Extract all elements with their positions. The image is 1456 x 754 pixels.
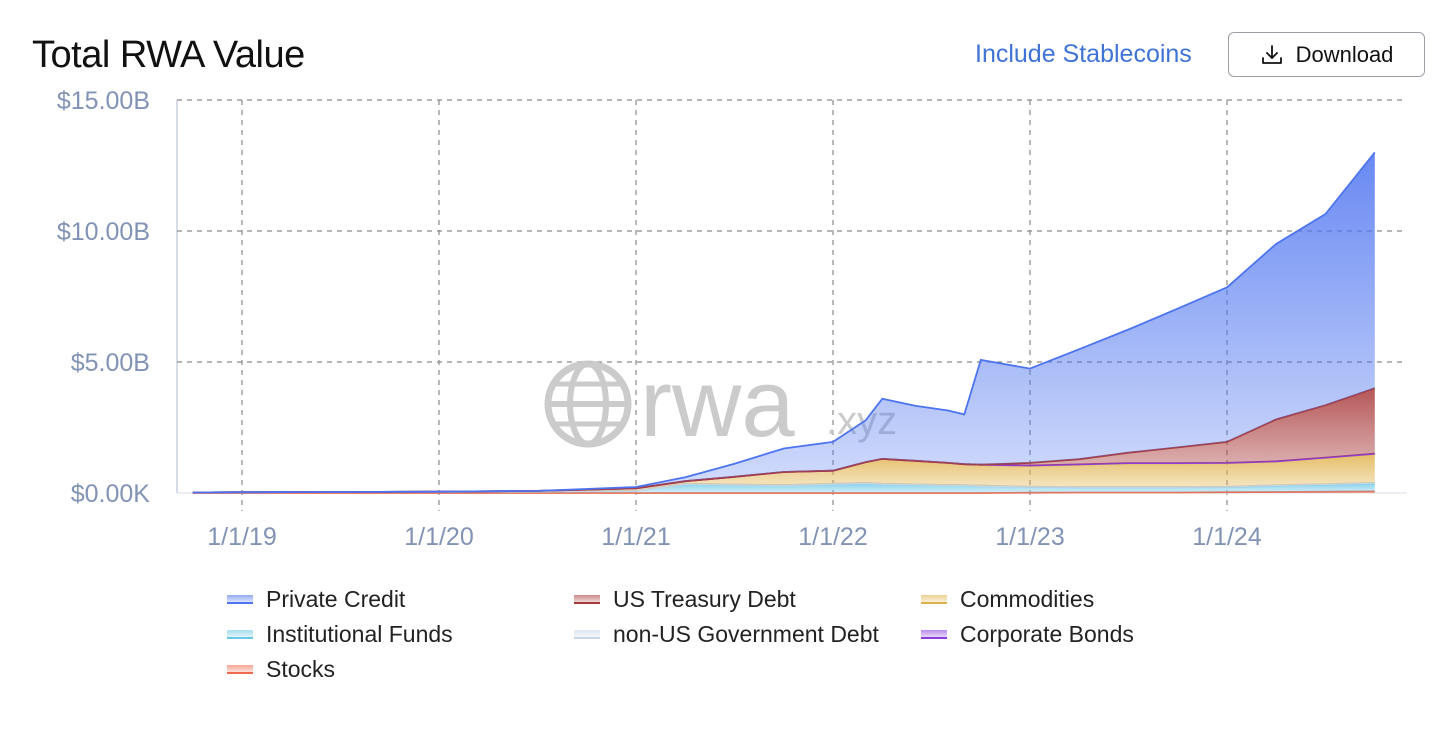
x-tick-label: 1/1/24 [1192,523,1262,551]
legend-swatch-institutional-funds [227,630,253,639]
legend-label: Private Credit [266,586,406,612]
legend-swatch-commodities [921,595,947,604]
x-tick-label: 1/1/20 [404,523,474,551]
area-chart: $0.00K $5.00B $10.00B $15.00B 1/1/19 1/1/20 1/… [57,87,1407,551]
include-stablecoins-toggle[interactable]: Include Stablecoins [975,40,1192,68]
watermark: rwa .xyz [544,350,897,457]
legend-swatch-stocks [227,665,253,674]
line-private-credit [192,151,1376,494]
download-label: Download [1295,41,1394,67]
legend-swatch-private-credit [227,595,253,604]
legend-label: Corporate Bonds [960,621,1134,647]
legend-item-stocks[interactable]: Stocks [227,656,335,683]
y-tick-label: $0.00K [71,480,151,508]
x-tick-label: 1/1/21 [601,523,671,551]
area-private-credit [192,152,1375,493]
legend-item-commodities[interactable]: Commodities [921,586,1094,613]
legend-label: Stocks [266,656,336,682]
legend-label: non-US Government Debt [613,621,879,647]
legend-swatch-corporate-bonds [921,630,947,639]
legend-item-corporate-bonds[interactable]: Corporate Bonds [921,621,1134,648]
area-institutional-funds [192,483,1375,493]
y-tick-label: $10.00B [57,218,150,246]
legend-swatch-us-treasury-debt [574,595,600,604]
chart-title: Total RWA Value [32,34,305,76]
legend-label: Institutional Funds [266,621,453,647]
legend-item-private-credit[interactable]: Private Credit [227,586,405,613]
watermark-text: rwa [640,350,795,457]
x-tick-label: 1/1/23 [995,523,1065,551]
x-tick-label: 1/1/22 [798,523,868,551]
legend-item-non-us-government-debt[interactable]: non-US Government Debt [574,621,879,648]
legend-label: Commodities [960,586,1095,612]
legend-item-institutional-funds[interactable]: Institutional Funds [227,621,453,648]
download-button[interactable]: Download [1228,32,1425,77]
download-icon [1261,44,1282,64]
y-tick-label: $5.00B [71,349,150,377]
legend-label: US Treasury Debt [613,586,796,612]
legend-swatch-non-us-government-debt [574,630,600,639]
y-tick-label: $15.00B [57,87,150,115]
area-commodities [192,454,1375,493]
x-tick-label: 1/1/19 [207,523,277,551]
legend-item-us-treasury-debt[interactable]: US Treasury Debt [574,586,796,613]
